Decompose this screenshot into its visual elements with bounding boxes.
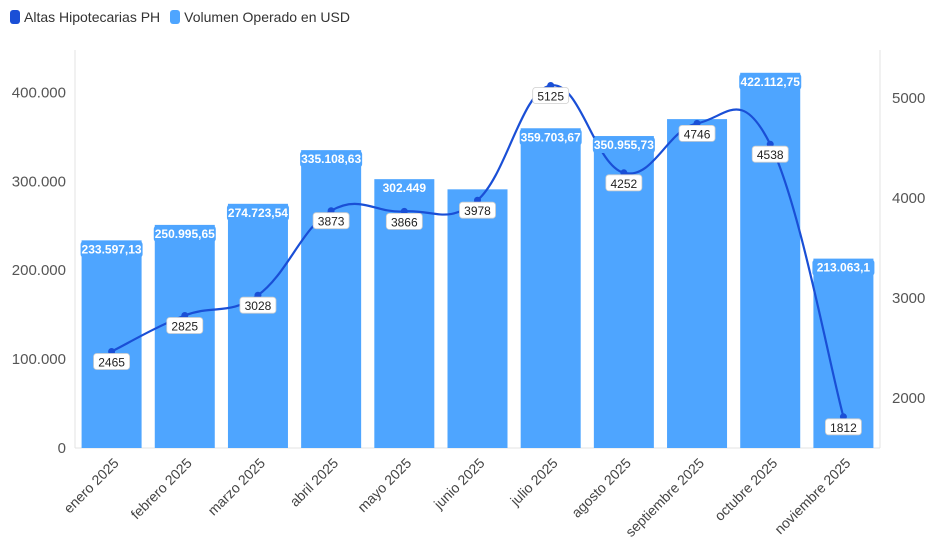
bar-label-bg [80,241,143,258]
bar [301,150,362,448]
line-label-bg [385,212,423,230]
y-left-tick-label: 0 [58,440,66,457]
line-label-bg [825,418,862,436]
bar-data-label: 233.597,13 [82,242,142,256]
x-tick-label: abril 2025 [286,455,341,510]
bar-label-bg [812,259,875,276]
x-tick-label: febrero 2025 [127,455,195,523]
y-left-tick-label: 100.000 [12,351,66,368]
x-tick-label: julio 2025 [506,455,561,510]
line-data-label: 4746 [684,127,711,141]
line-data-label: 2465 [98,356,125,370]
x-tick-label: enero 2025 [60,455,122,517]
bar-data-label: 359.703,67 [521,130,581,144]
bar-label-bg [376,180,433,197]
bar-label-bg [519,129,582,146]
line-label-bg [239,296,277,314]
x-tick-label: marzo 2025 [204,455,268,519]
bar-data-label: 250.995,65 [155,227,215,241]
legend-label-volumen: Volumen Operado en USD [184,9,350,25]
line-data-label: 4252 [611,177,638,191]
legend-swatch-altas [10,10,20,24]
line-label-bg [678,125,716,142]
x-tick-label: junio 2025 [430,455,488,513]
x-tick-label: agosto 2025 [568,455,634,521]
x-tick-label: octubre 2025 [711,455,780,524]
legend-swatch-volumen [170,10,181,24]
bar [447,189,508,449]
line-data-label: 2825 [171,320,198,334]
line-label-bg [312,212,350,230]
y-left-tick-label: 300.000 [12,173,66,190]
bar [154,224,215,448]
bar [740,72,801,448]
line-label-bg [166,317,204,334]
y-right-tick-label: 5000 [892,90,925,107]
line-data-label: 1812 [830,421,857,435]
legend: Altas Hipotecarias PH Volumen Operado en… [10,9,350,25]
bar-data-label: 302.449 [383,181,427,195]
y-right-tick-label: 3000 [892,290,925,307]
legend-item-volumen[interactable]: Volumen Operado en USD [170,9,350,25]
line-data-label: 3978 [464,204,491,218]
bar-label-bg [739,73,802,90]
line-data-label: 3873 [318,215,345,229]
line-data-label: 3028 [245,299,272,313]
y-right-tick-label: 4000 [892,190,925,207]
bar-label-bg [153,225,216,242]
x-tick-label: septiembre 2025 [622,455,707,540]
y-left-tick-label: 200.000 [12,262,66,279]
bar [227,203,288,448]
bar-label-bg [300,151,363,168]
line-data-label: 4538 [757,148,784,162]
legend-label-altas: Altas Hipotecarias PH [24,9,161,25]
bar-label-bg [592,137,655,154]
bar [520,128,581,448]
line-label-bg [93,353,130,370]
y-left-tick-label: 400.000 [12,84,66,101]
x-tick-label: noviembre 2025 [771,455,853,537]
bar-data-label: 335.108,63 [301,152,361,166]
bar [81,240,142,448]
bar-data-label: 350.955,73 [594,138,654,152]
legend-item-altas[interactable]: Altas Hipotecarias PH [10,9,160,25]
bar-data-label: 274.723,54 [228,206,288,220]
line-label-bg [459,201,496,219]
y-right-tick-label: 2000 [892,390,925,407]
line-label-bg [532,87,570,104]
line-label-bg [751,145,789,163]
bar [667,119,728,448]
bar-label-bg [226,204,289,221]
bar-data-label: 213.063,1 [817,261,871,275]
bar-data-label: 422.112,75 [741,75,801,89]
line-label-bg [605,174,643,192]
x-tick-label: mayo 2025 [354,455,414,515]
line-data-label: 5125 [537,90,564,104]
line-data-label: 3866 [391,215,418,229]
